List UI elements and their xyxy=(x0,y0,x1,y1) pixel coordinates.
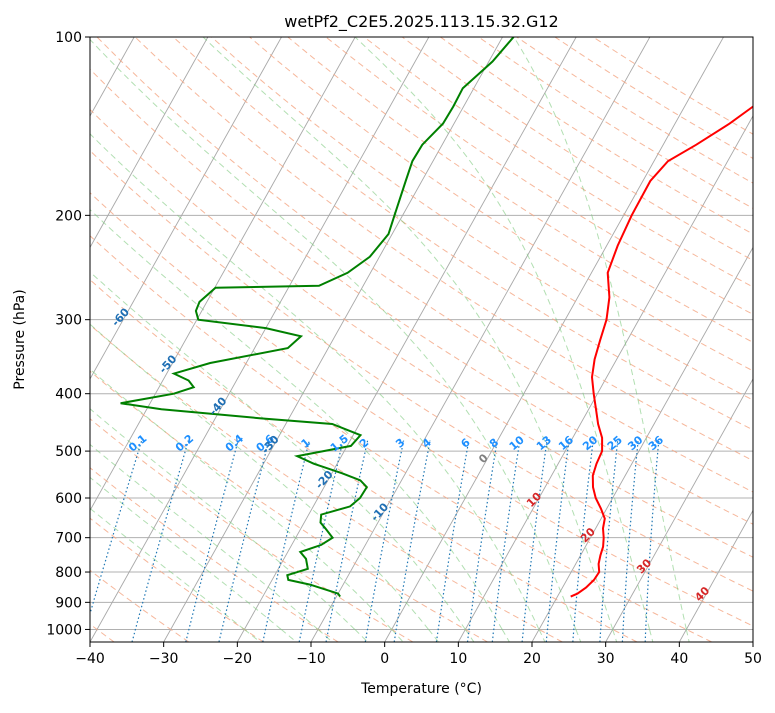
y-tick-label: 400 xyxy=(55,387,82,403)
x-tick-label: 10 xyxy=(449,651,467,667)
y-tick-label: 300 xyxy=(55,313,82,329)
y-tick-label: 1000 xyxy=(46,622,82,638)
x-tick-label: −10 xyxy=(296,651,326,667)
y-tick-label: 500 xyxy=(55,444,82,460)
y-tick-label: 800 xyxy=(55,565,82,581)
x-tick-label: −40 xyxy=(75,651,105,667)
x-tick-label: 50 xyxy=(744,651,762,667)
y-tick-label: 100 xyxy=(55,30,82,46)
y-axis-label: Pressure (hPa) xyxy=(12,289,28,389)
chart-title: wetPf2_C2E5.2025.113.15.32.G12 xyxy=(284,12,558,32)
y-tick-label: 200 xyxy=(55,208,82,224)
x-tick-label: 20 xyxy=(523,651,541,667)
x-tick-label: −30 xyxy=(149,651,179,667)
x-tick-label: 0 xyxy=(380,651,389,667)
x-axis-label: Temperature (°C) xyxy=(360,681,482,697)
x-tick-label: 30 xyxy=(597,651,615,667)
y-tick-label: 900 xyxy=(55,595,82,611)
y-tick-label: 700 xyxy=(55,531,82,547)
x-tick-label: −20 xyxy=(223,651,253,667)
y-tick-label: 600 xyxy=(55,491,82,507)
x-tick-label: 40 xyxy=(670,651,688,667)
